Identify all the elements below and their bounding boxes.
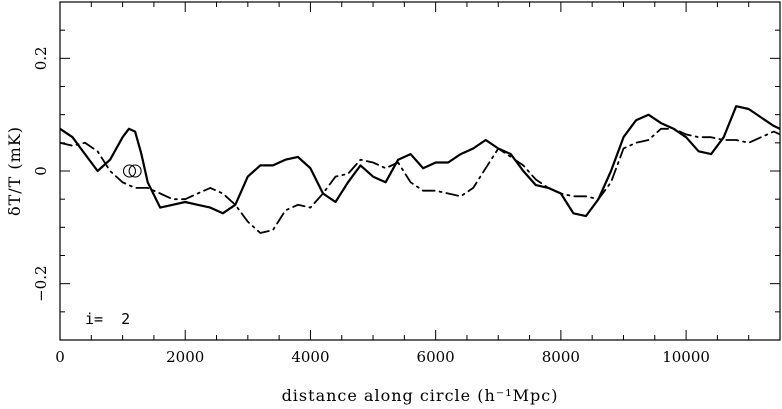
- series-lines: [60, 105, 780, 234]
- x-tick-label: 8000: [542, 348, 580, 366]
- y-axis-label: δT/T (mK): [5, 126, 24, 216]
- y-tick-label: −0.2: [32, 265, 50, 301]
- plot-frame: [59, 1, 781, 341]
- x-tick-label: 6000: [417, 348, 455, 366]
- circle-marker: [122, 164, 137, 178]
- plot-border: [59, 1, 781, 341]
- x-tick-label: 2000: [166, 348, 204, 366]
- y-tick-label: 0.2: [32, 46, 50, 70]
- markers: [122, 164, 142, 178]
- dashdot-series-line: [60, 127, 780, 234]
- x-tick-label: 4000: [291, 348, 329, 366]
- circle-marker: [128, 164, 142, 178]
- solid-series-line: [60, 105, 780, 218]
- panel-annotation: i= 2: [85, 310, 130, 328]
- y-tick-label: 0: [32, 166, 50, 176]
- x-tick-label: 0: [55, 348, 65, 366]
- x-tick-label: 10000: [662, 348, 710, 366]
- y-axis: −0.2 0 0.2: [32, 1, 780, 341]
- x-axis-label: distance along circle (h⁻¹Mpc): [282, 386, 559, 405]
- x-axis: 0 2000 4000 6000 8000 10000: [55, 2, 781, 366]
